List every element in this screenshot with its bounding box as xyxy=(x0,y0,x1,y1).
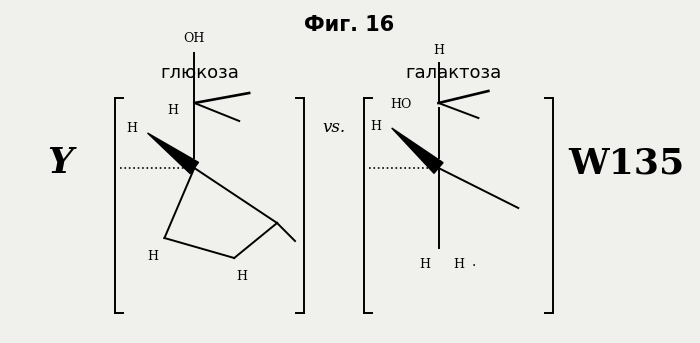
Text: H: H xyxy=(126,122,137,135)
Text: W135: W135 xyxy=(568,146,684,180)
Text: галактоза: галактоза xyxy=(405,64,502,82)
Text: H: H xyxy=(237,270,248,283)
Text: H: H xyxy=(419,258,430,271)
Text: HO: HO xyxy=(390,98,412,111)
Text: H: H xyxy=(433,45,444,58)
Text: H: H xyxy=(453,258,464,271)
Text: Y: Y xyxy=(47,146,73,180)
Text: H: H xyxy=(370,119,382,132)
Text: vs.: vs. xyxy=(322,119,345,137)
Text: Фиг. 16: Фиг. 16 xyxy=(304,15,394,35)
Text: .: . xyxy=(471,255,475,269)
Polygon shape xyxy=(148,133,199,174)
Polygon shape xyxy=(392,128,443,173)
Text: H: H xyxy=(167,105,178,118)
Text: глюкоза: глюкоза xyxy=(160,64,239,82)
Text: OH: OH xyxy=(183,33,205,46)
Text: H: H xyxy=(147,249,158,262)
